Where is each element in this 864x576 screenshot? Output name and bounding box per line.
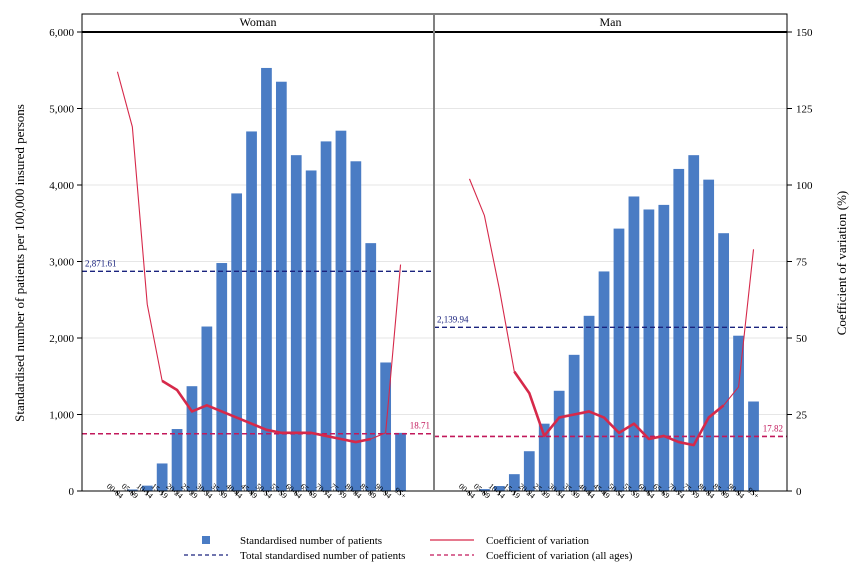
bar <box>156 463 168 491</box>
bar <box>365 243 377 491</box>
cv-all-ages-label: 18.71 <box>410 421 430 431</box>
bar <box>246 131 257 491</box>
y-tick-label: 1,000 <box>49 410 74 422</box>
bar <box>171 429 183 491</box>
bar <box>643 209 655 492</box>
y-tick-label: 6,000 <box>49 27 74 39</box>
y-tick-label: 2,000 <box>49 333 74 345</box>
bar <box>261 67 272 491</box>
bar <box>186 386 198 491</box>
y-axis-title: Standardised number of patients per 100,… <box>12 104 27 422</box>
y2-tick-label: 100 <box>796 180 813 192</box>
legend-label: Coefficient of variation <box>486 535 590 547</box>
cv-all-ages-label: 17.82 <box>763 423 783 433</box>
bar <box>201 326 213 491</box>
bar <box>553 390 565 491</box>
bar <box>613 228 625 492</box>
panel-title: Woman <box>239 15 276 29</box>
bar <box>216 263 228 491</box>
bar <box>493 486 505 491</box>
legend-label: Standardised number of patients <box>240 535 382 547</box>
bar <box>141 485 153 491</box>
panel-man: Man00-0405-0910-1415-1920-2425-2930-3435… <box>434 15 787 501</box>
bar <box>350 161 362 491</box>
y-tick-label: 3,000 <box>49 257 74 269</box>
bar <box>523 451 535 491</box>
bar <box>703 179 715 491</box>
bar <box>508 474 520 491</box>
legend: Standardised number of patients Coefficie… <box>184 535 633 562</box>
axes: 0 1,000 2,000 3,000 4,000 5,000 6,000 0 25 50 75 10… <box>49 13 813 498</box>
bar <box>628 196 640 491</box>
x-tick-label: 95+ <box>393 486 409 501</box>
cv-line-bold <box>161 379 372 444</box>
bar <box>395 432 406 491</box>
total-patients-label: 2,139.94 <box>437 314 469 324</box>
bar <box>598 271 610 491</box>
bar <box>320 141 332 491</box>
bar <box>126 489 138 491</box>
bar <box>658 204 670 491</box>
bar <box>718 233 730 491</box>
x-tick-label: 95+ <box>746 486 762 501</box>
bar <box>479 489 490 491</box>
bar <box>538 423 550 491</box>
legend-swatch-bar <box>202 536 210 544</box>
y-tick-label: 4,000 <box>49 180 74 192</box>
legend-label: Coefficient of variation (all ages) <box>486 550 633 562</box>
bar <box>673 168 685 491</box>
bar <box>733 335 744 491</box>
bar <box>583 315 595 491</box>
bar <box>290 155 302 492</box>
bar <box>568 354 580 491</box>
y2-tick-label: 25 <box>796 410 808 422</box>
bar <box>231 193 243 492</box>
y2-tick-label: 50 <box>796 333 808 345</box>
panel-title: Man <box>600 15 622 29</box>
legend-label: Total standardised number of patients <box>240 550 405 562</box>
y2-axis-title: Coefficient of variation (%) <box>834 191 849 336</box>
y2-tick-label: 75 <box>796 257 808 269</box>
cv-line-bold <box>513 370 725 447</box>
y-tick-label: 5,000 <box>49 104 74 116</box>
y2-tick-label: 0 <box>796 486 802 498</box>
y-tick-label: 0 <box>69 486 75 498</box>
panel-woman: Woman00-0405-0910-1415-1920-2425-2930-34… <box>82 15 434 501</box>
bar <box>748 401 759 491</box>
y2-tick-label: 150 <box>796 27 813 39</box>
y2-tick-label: 125 <box>796 104 813 116</box>
total-patients-label: 2,871.61 <box>85 258 117 268</box>
bar <box>335 130 347 491</box>
bar <box>275 81 287 491</box>
bar <box>305 170 317 491</box>
bar <box>688 155 700 492</box>
